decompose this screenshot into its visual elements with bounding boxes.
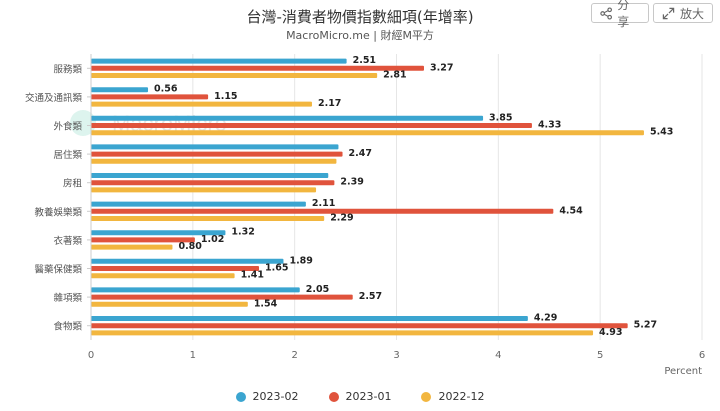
y-category-label: 食物類 bbox=[53, 321, 82, 333]
bar bbox=[91, 301, 248, 307]
x-tick-label: 5 bbox=[597, 350, 603, 361]
legend-item[interactable]: 2023-02 bbox=[235, 390, 299, 403]
bar bbox=[91, 101, 312, 107]
data-labels: 2.51 3.27 2.81 0.56 1.15 2.17 3.85 4.33 5.43 2.47… bbox=[154, 55, 673, 338]
bar bbox=[91, 187, 317, 193]
y-category-label: 醫藥保健類 bbox=[34, 264, 82, 276]
data-label: 2.29 bbox=[330, 213, 353, 224]
x-tick-label: 2 bbox=[291, 350, 297, 361]
data-label: 2.05 bbox=[306, 284, 329, 295]
data-label: 2.57 bbox=[359, 291, 382, 302]
data-label: 0.56 bbox=[154, 84, 178, 95]
data-label: 1.41 bbox=[241, 270, 264, 281]
bar bbox=[91, 273, 235, 279]
legend-item[interactable]: 2023-01 bbox=[328, 390, 392, 403]
legend-marker bbox=[421, 391, 432, 402]
legend-item[interactable]: 2022-12 bbox=[421, 390, 484, 403]
bar bbox=[91, 216, 325, 221]
data-label: 5.27 bbox=[634, 320, 657, 331]
expand-icon bbox=[662, 7, 675, 19]
legend-marker bbox=[235, 391, 246, 402]
bar bbox=[91, 130, 644, 136]
bar bbox=[91, 201, 306, 207]
data-label: 4.29 bbox=[534, 313, 557, 324]
x-axis-title: Percent bbox=[664, 366, 702, 377]
y-category-label: 教養娛樂類 bbox=[34, 206, 82, 218]
data-label: 2.51 bbox=[353, 55, 376, 66]
bar bbox=[91, 115, 484, 121]
bar bbox=[91, 144, 339, 150]
bar bbox=[91, 87, 149, 93]
data-label: 4.54 bbox=[559, 205, 583, 216]
x-tick-label: 4 bbox=[495, 350, 501, 361]
data-label: 5.43 bbox=[650, 127, 673, 138]
data-label: 4.93 bbox=[599, 327, 622, 338]
bar bbox=[91, 94, 209, 100]
y-category-label: 房租 bbox=[63, 178, 83, 190]
bar bbox=[91, 330, 594, 336]
bar bbox=[91, 65, 424, 71]
data-label: 2.39 bbox=[340, 177, 363, 188]
x-tick-label: 0 bbox=[88, 350, 94, 361]
data-label: 2.11 bbox=[312, 198, 335, 209]
x-tick-label: 6 bbox=[699, 350, 705, 361]
bar bbox=[91, 244, 173, 250]
legend-label: 2023-01 bbox=[345, 390, 392, 403]
data-label: 1.15 bbox=[214, 91, 237, 102]
bars bbox=[91, 58, 644, 336]
bar bbox=[91, 180, 335, 186]
bar bbox=[91, 151, 343, 157]
share-button[interactable]: 分享 bbox=[591, 0, 649, 29]
data-label: 3.27 bbox=[430, 62, 453, 73]
chart-title: 台灣-消費者物價指數細項(年增率) bbox=[246, 8, 474, 26]
expand-label: 放大 bbox=[680, 6, 705, 21]
data-label: 2.81 bbox=[383, 70, 406, 81]
bar bbox=[91, 316, 528, 321]
bar bbox=[91, 258, 284, 264]
data-label: 3.85 bbox=[489, 112, 512, 123]
axes: 0 1 2 3 4 5 6 Percent 服務類交通及通訊類外食類居住類房租教養娛樂類衣著類醫… bbox=[25, 54, 705, 377]
data-label: 2.47 bbox=[349, 148, 372, 159]
data-label: 1.65 bbox=[265, 263, 288, 274]
bar bbox=[91, 173, 329, 178]
bar bbox=[91, 294, 353, 300]
y-category-label: 衣著類 bbox=[53, 235, 82, 247]
x-tick-label: 3 bbox=[393, 350, 399, 361]
bar bbox=[91, 123, 532, 128]
bar bbox=[91, 58, 347, 64]
legend-label: 2022-12 bbox=[438, 390, 485, 403]
y-category-label: 服務類 bbox=[53, 63, 82, 75]
expand-button[interactable]: 放大 bbox=[653, 3, 713, 23]
data-label: 0.80 bbox=[178, 241, 202, 252]
y-category-label: 居住類 bbox=[53, 149, 82, 161]
bar bbox=[91, 230, 226, 236]
data-label: 2.17 bbox=[318, 98, 341, 109]
legend-label: 2023-02 bbox=[252, 390, 299, 403]
x-tick-label: 1 bbox=[190, 350, 196, 361]
bar bbox=[91, 287, 300, 293]
data-label: 4.33 bbox=[538, 120, 561, 131]
chart-subtitle: MacroMicro.me | 財經M平方 bbox=[286, 29, 434, 42]
bar bbox=[91, 266, 260, 271]
legend: 2023-02 2023-01 2022-12 bbox=[0, 390, 720, 403]
bar bbox=[91, 158, 337, 164]
bar bbox=[91, 73, 378, 78]
data-label: 1.02 bbox=[201, 234, 224, 245]
data-label: 1.54 bbox=[254, 298, 278, 309]
bar bbox=[91, 237, 195, 243]
bar bbox=[91, 323, 628, 329]
legend-marker bbox=[328, 391, 339, 402]
data-label: 1.32 bbox=[231, 227, 254, 238]
data-label: 1.89 bbox=[289, 255, 312, 266]
share-label: 分享 bbox=[617, 0, 630, 29]
bar bbox=[91, 208, 554, 214]
y-category-label: 外食類 bbox=[53, 121, 82, 133]
y-category-label: 交通及通訊類 bbox=[25, 92, 83, 104]
y-category-label: 雜項類 bbox=[53, 292, 82, 304]
share-icon bbox=[600, 6, 612, 20]
